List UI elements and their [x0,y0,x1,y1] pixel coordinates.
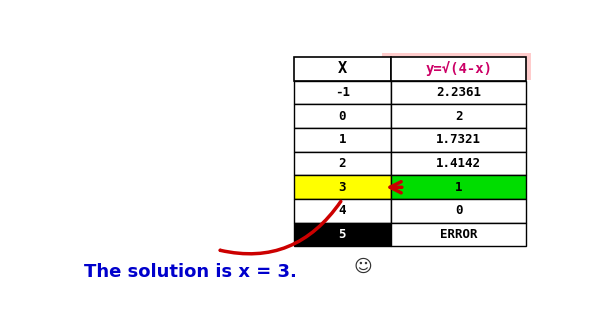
Bar [391,128,526,152]
Bar [293,152,391,175]
Text: 2: 2 [455,110,463,123]
Text: ☺: ☺ [354,258,373,276]
Bar [293,223,391,246]
Text: 3: 3 [338,181,346,194]
Bar [382,53,530,79]
Text: The solution is x = 3.: The solution is x = 3. [84,263,297,281]
Bar [391,223,526,246]
Text: 2: 2 [338,157,346,170]
Bar [293,175,391,199]
Bar [293,199,391,223]
Text: 1: 1 [338,133,346,146]
FancyArrowPatch shape [220,201,341,254]
Text: 0: 0 [338,110,346,123]
Text: 4: 4 [338,204,346,217]
Text: y=√(4-x): y=√(4-x) [425,61,492,76]
Text: 1: 1 [455,181,463,194]
Bar [293,128,391,152]
Bar [293,81,391,104]
Bar [293,104,391,128]
Bar [293,57,391,81]
Bar [391,57,526,81]
Bar [391,104,526,128]
Text: 2.2361: 2.2361 [436,86,481,99]
Text: 1.4142: 1.4142 [436,157,481,170]
Bar [391,152,526,175]
Bar [391,81,526,104]
Bar [391,199,526,223]
Text: ERROR: ERROR [440,228,478,241]
Text: X: X [338,61,347,76]
Text: 5: 5 [338,228,346,241]
Bar [391,175,526,199]
Text: 0: 0 [455,204,463,217]
Text: 1.7321: 1.7321 [436,133,481,146]
Text: -1: -1 [335,86,350,99]
